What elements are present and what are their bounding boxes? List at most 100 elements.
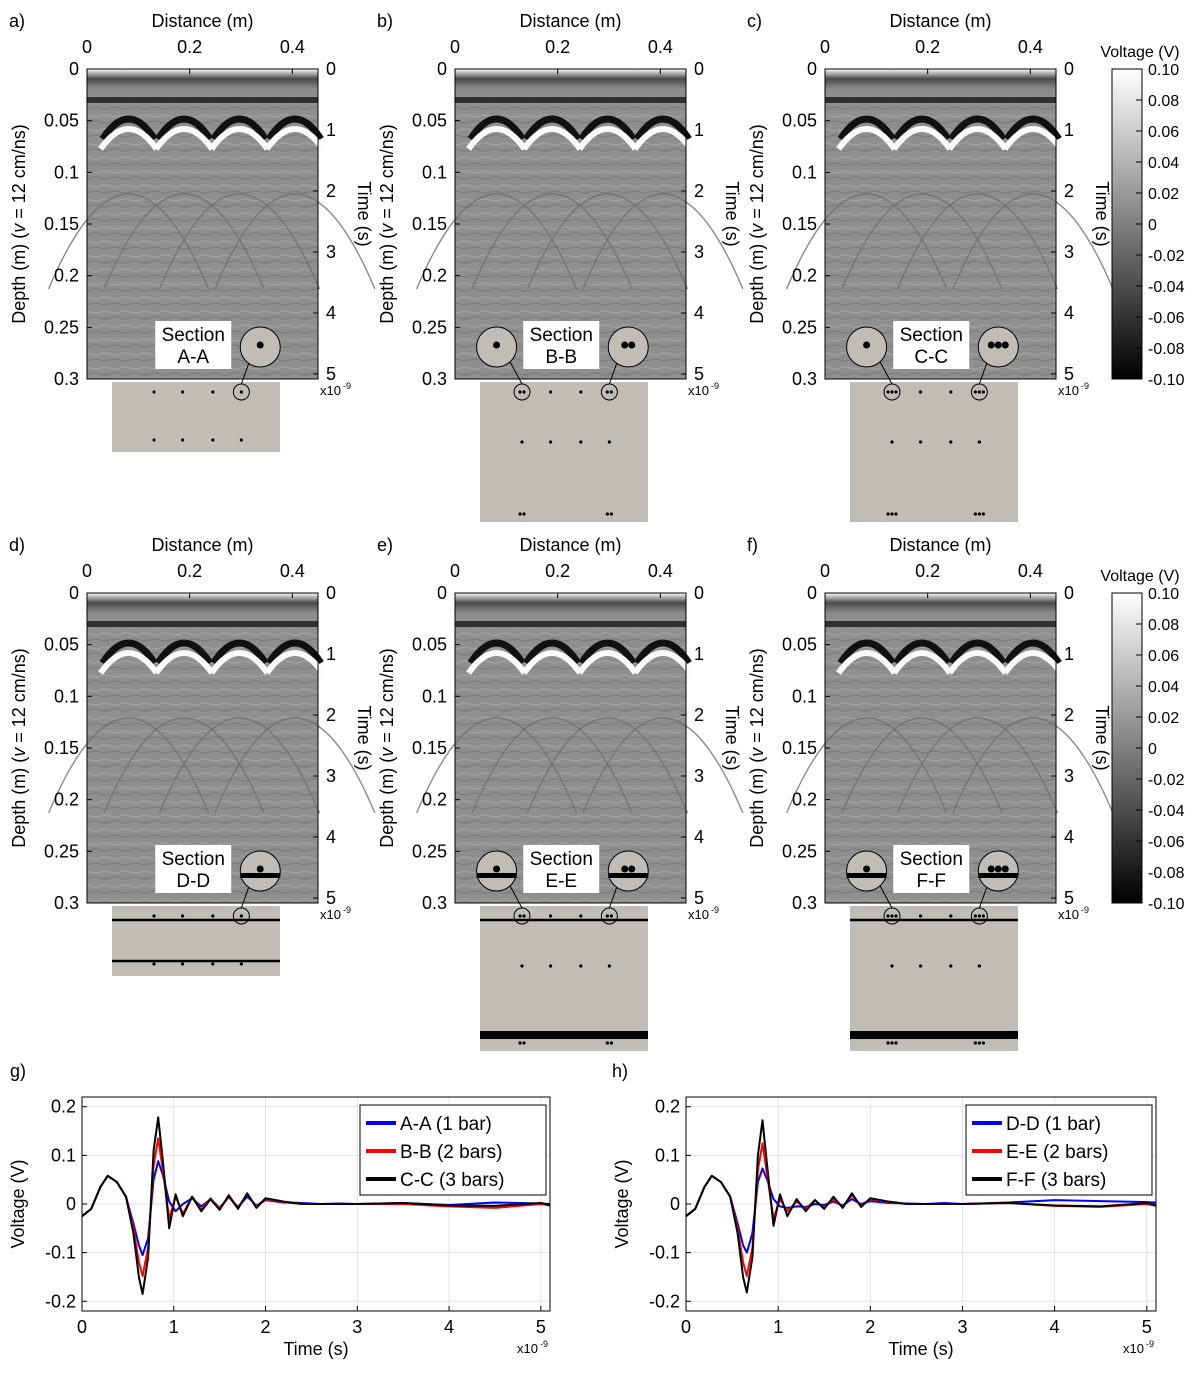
y-tick-label: 0: [807, 583, 817, 603]
time-exponent: x10: [688, 383, 709, 398]
x-tick-label: 0.4: [648, 561, 673, 581]
colorbar-tick-label: 0.06: [1148, 124, 1179, 141]
y-axis-title-pre: Depth (m) (: [9, 233, 29, 324]
panel-letter: c): [747, 11, 762, 31]
time-axis-title: Time (s): [1092, 705, 1112, 770]
section-label-name: E-E: [545, 871, 577, 892]
rebar: [240, 962, 243, 965]
time-tick-label: 2: [1064, 705, 1074, 725]
y-axis-title: Voltage (V): [8, 1159, 28, 1248]
y-tick-label: 0.1: [51, 1145, 76, 1165]
zoom-layer: [847, 873, 887, 878]
time-tick-label: 3: [326, 766, 336, 786]
colorbar-tick-label: -0.08: [1148, 865, 1185, 882]
y-axis-title-pre: Depth (m) (: [9, 757, 29, 848]
time-tick-label: 5: [694, 364, 704, 384]
rebar: [549, 390, 552, 393]
time-tick-label: 0: [1064, 583, 1074, 603]
colorbar-tick-label: 0.02: [1148, 710, 1179, 727]
colorbar-tick-label: -0.10: [1148, 372, 1185, 389]
time-tick-label: 4: [326, 303, 336, 323]
y-tick-label: 0: [69, 583, 79, 603]
rebar: [520, 440, 523, 443]
x-tick-label: 0: [450, 561, 460, 581]
rebar: [978, 512, 981, 515]
colorbar-tick-label: -0.06: [1148, 834, 1185, 851]
zoom-rebar: [257, 342, 264, 349]
time-tick-label: 3: [1064, 242, 1074, 262]
rebar: [181, 390, 184, 393]
x-tick-label: 2: [865, 1317, 875, 1337]
y-axis-title: Depth (m) (v = 12 cm/ns): [377, 648, 397, 848]
rebar: [919, 440, 922, 443]
rebar: [211, 962, 214, 965]
section-label-word: Section: [162, 849, 225, 870]
y-tick-label: 0.2: [54, 266, 79, 286]
time-tick-label: 1: [1064, 120, 1074, 140]
section-label-word: Section: [900, 849, 963, 870]
direct-wave-dark: [87, 621, 318, 627]
y-tick-label: -0.1: [649, 1243, 680, 1263]
rebar: [549, 440, 552, 443]
cross-section: [112, 906, 280, 976]
zoom-rebar: [988, 866, 995, 873]
rebar: [579, 440, 582, 443]
rebar: [890, 964, 893, 967]
y-axis-title-post: = 12 cm/ns): [747, 648, 767, 748]
time-tick-label: 2: [1064, 181, 1074, 201]
zoom-rebar: [493, 342, 500, 349]
rebar: [579, 390, 582, 393]
rebar: [890, 914, 893, 917]
section-label-word: Section: [530, 325, 593, 346]
rebar: [949, 964, 952, 967]
time-tick-label: 1: [694, 644, 704, 664]
rebar: [610, 1041, 613, 1044]
rebar: [610, 390, 613, 393]
time-tick-label: 2: [326, 181, 336, 201]
direct-wave-dark: [87, 97, 318, 103]
rebar: [974, 390, 977, 393]
time-tick-label: 0: [326, 583, 336, 603]
rebar: [608, 964, 611, 967]
y-tick-label: 0: [807, 59, 817, 79]
y-tick-label: 0.3: [792, 369, 817, 389]
y-tick-label: 0.15: [44, 738, 79, 758]
direct-wave-band: [455, 69, 686, 97]
y-tick-label: 0.2: [51, 1097, 76, 1117]
rebar: [240, 438, 243, 441]
x-tick-label: 4: [444, 1317, 454, 1337]
time-exponent-power: -9: [1081, 381, 1089, 391]
rebar: [890, 390, 893, 393]
panel-letter: e): [377, 535, 393, 555]
x-tick-label: 5: [536, 1317, 546, 1337]
x-tick-label: 0: [820, 37, 830, 57]
time-tick-label: 5: [1064, 364, 1074, 384]
x-tick-label: 0.4: [648, 37, 673, 57]
y-tick-label: 0.25: [412, 841, 447, 861]
time-exponent: x10: [320, 907, 341, 922]
y-tick-label: 0.2: [422, 266, 447, 286]
y-tick-label: 0.3: [792, 893, 817, 913]
rebar: [152, 914, 155, 917]
rebar: [982, 390, 985, 393]
rebar: [894, 1041, 897, 1044]
zoom-layer: [978, 873, 1018, 878]
time-exponent: x10: [1058, 383, 1079, 398]
rebar: [919, 964, 922, 967]
time-exponent: x10: [1058, 907, 1079, 922]
zoom-circle-large: [608, 851, 648, 891]
y-tick-label: 0.15: [782, 738, 817, 758]
time-axis-title: Time (s): [722, 181, 742, 246]
y-tick-label: 0.25: [44, 317, 79, 337]
panel-letter: g): [10, 1061, 26, 1081]
x-tick-label: 0: [450, 37, 460, 57]
y-tick-label: 0.15: [412, 738, 447, 758]
rebar: [886, 1041, 889, 1044]
x-exponent-power: -9: [1146, 1339, 1154, 1349]
y-axis-title: Depth (m) (v = 12 cm/ns): [9, 124, 29, 324]
zoom-rebar: [863, 866, 870, 873]
cross-section: [480, 382, 648, 522]
radargram-panel-A-A: a) Distance (m)0 0.2 0.400.050.10.150.20.25…: [9, 11, 375, 452]
rebar: [240, 390, 243, 393]
colorbar-tick-label: 0.02: [1148, 186, 1179, 203]
